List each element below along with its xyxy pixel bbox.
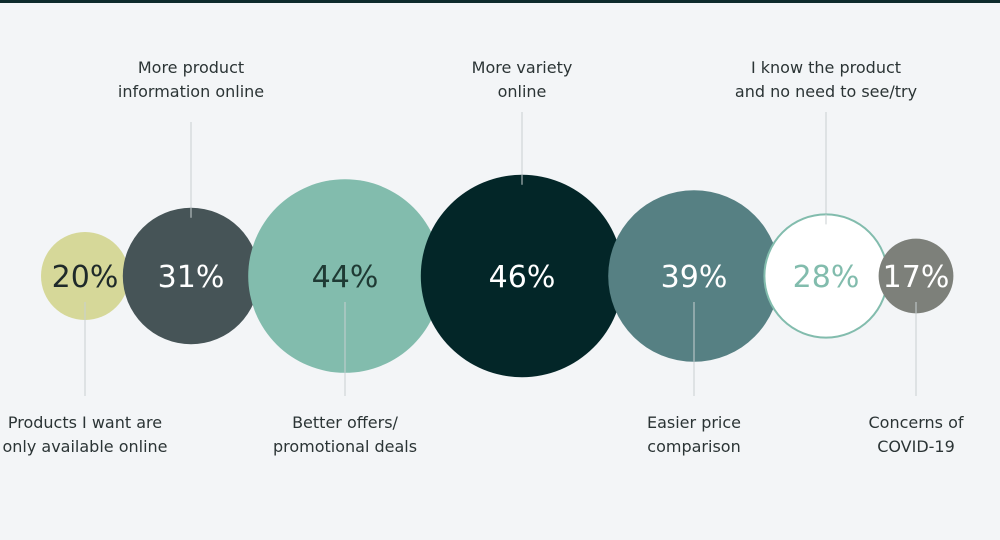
category-label-line: and no need to see/try: [734, 82, 918, 101]
category-label-line: only available online: [2, 437, 168, 456]
category-label-4: More variety online: [472, 56, 573, 104]
category-label-5: Easier price comparison: [647, 411, 741, 459]
value-label-1: 20%: [52, 260, 119, 295]
value-label-6: 28%: [793, 260, 860, 295]
category-label-line: information online: [117, 82, 265, 101]
category-label-line: Easier price: [646, 413, 742, 432]
category-label-line: promotional deals: [272, 437, 418, 456]
category-label-line: Better offers/: [292, 413, 398, 432]
category-label-line: Products I want are: [7, 413, 163, 432]
value-label-5: 39%: [661, 260, 728, 295]
category-label-2: More product information online: [118, 56, 264, 104]
bubble-1: [41, 232, 129, 320]
bubble-2: [122, 207, 260, 345]
category-label-6: I know the product and no need to see/try: [735, 56, 917, 104]
category-label-line: More variety: [471, 58, 573, 77]
category-label-3: Better offers/promotional deals: [273, 411, 417, 459]
bubble-3: [248, 179, 442, 373]
category-label-line: Concerns of: [868, 413, 964, 432]
category-label-line: COVID-19: [877, 437, 955, 456]
value-label-7: 17%: [883, 260, 950, 295]
value-label-3: 44%: [312, 260, 379, 295]
value-label-4: 46%: [489, 260, 556, 295]
value-label-2: 31%: [158, 260, 225, 295]
category-label-line: comparison: [647, 437, 741, 456]
category-label-1: Products I want are only available online: [2, 411, 167, 459]
bubble-7: [878, 238, 954, 314]
category-label-line: I know the product: [750, 58, 902, 77]
bubble-5: [608, 190, 780, 362]
category-label-line: More product: [137, 58, 245, 77]
top-accent-bar: [0, 0, 1000, 3]
category-label-line: online: [497, 82, 547, 101]
bubble-4: [420, 174, 624, 378]
category-label-7: Concerns of COVID-19: [868, 411, 963, 459]
